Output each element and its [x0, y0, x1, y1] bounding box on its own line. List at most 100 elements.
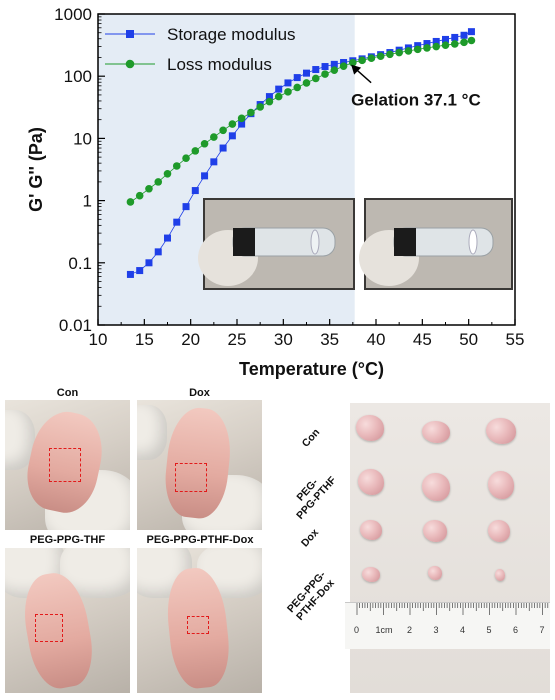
ruler-label: 6 — [513, 625, 519, 635]
data-point-storage — [164, 234, 171, 242]
data-point-storage — [191, 187, 199, 195]
data-point-storage — [284, 79, 292, 87]
x-tick-label: 40 — [367, 330, 386, 349]
data-point-loss — [228, 120, 237, 128]
data-point-storage — [228, 132, 236, 140]
data-point-loss — [172, 162, 181, 170]
data-point-storage — [219, 144, 227, 152]
ruler-label: 2 — [407, 625, 413, 635]
data-point-storage — [275, 85, 283, 93]
mouse-label-con: Con — [56, 387, 79, 399]
vial-meniscus — [468, 229, 478, 255]
data-point-loss — [256, 103, 264, 111]
ruler-label: 4 — [460, 625, 466, 635]
tumor — [495, 569, 505, 581]
data-point-loss — [265, 97, 274, 106]
data-point-storage — [303, 69, 310, 77]
tumor — [488, 520, 510, 542]
tumor-row-label-con: Con — [299, 426, 323, 450]
y-tick-label: 0.1 — [68, 254, 92, 273]
ruler-label: 3 — [433, 625, 439, 635]
ruler: 0 1cm 2 3 4 5 6 7 — [345, 602, 550, 649]
legend-storage-modulus: Storage modulus — [167, 25, 296, 44]
rheology-chart: 10 15 20 25 30 35 40 45 50 55 0.01 0.1 1 10 100 1000 Tem… — [26, 5, 525, 379]
ruler-label: 7 — [539, 625, 545, 635]
data-point-storage — [321, 63, 329, 71]
data-point-loss — [154, 178, 163, 186]
data-point-loss — [182, 154, 190, 163]
tumor — [422, 421, 450, 443]
tumor — [356, 415, 384, 441]
tumor-row-label-peg-ppg-pthf: PEG- PPG-PTHF — [294, 474, 339, 522]
mouse-photo-peg-ppg-pthf-dox — [137, 548, 262, 693]
x-tick-label: 55 — [506, 330, 525, 349]
data-point-storage — [330, 60, 338, 68]
gelation-arrowhead — [351, 64, 362, 75]
data-point-loss — [432, 42, 441, 51]
tumor — [358, 469, 384, 495]
tumor — [486, 418, 516, 444]
data-point-storage — [136, 267, 144, 275]
y-tick-label: 100 — [64, 67, 92, 86]
y-tick-label: 1000 — [54, 5, 92, 24]
ruler-label: 0 — [354, 625, 360, 635]
data-point-loss — [163, 169, 172, 178]
data-point-loss — [339, 62, 348, 70]
data-point-loss — [376, 52, 385, 60]
data-point-loss — [200, 139, 209, 148]
x-axis-label: Temperature (°C) — [239, 359, 384, 379]
tumor-row-label-peg-ppg-pthf-dox: PEG-PPG- PTHF-Dox — [284, 568, 337, 623]
data-point-storage — [201, 172, 209, 180]
data-point-loss — [311, 74, 320, 83]
y-tick-label: 1 — [83, 192, 92, 211]
tumor — [362, 567, 380, 582]
tumor — [423, 520, 447, 542]
tumor — [428, 566, 442, 580]
x-tick-label: 15 — [135, 330, 154, 349]
data-point-storage — [460, 31, 468, 39]
data-point-storage — [182, 203, 190, 211]
data-point-storage — [442, 35, 449, 43]
x-tick-label: 50 — [459, 330, 478, 349]
ruler-ticks — [356, 603, 549, 615]
data-point-loss — [126, 198, 135, 206]
data-point-storage — [210, 158, 218, 166]
x-tick-label: 20 — [181, 330, 200, 349]
data-point-loss — [358, 56, 366, 65]
data-point-loss — [330, 66, 339, 74]
data-point-loss — [210, 133, 218, 141]
y-tick-label: 10 — [73, 129, 92, 148]
data-point-loss — [395, 48, 403, 57]
data-point-storage — [154, 248, 162, 256]
mouse-photo-con — [5, 400, 130, 530]
data-point-loss — [460, 38, 468, 47]
mouse-photo-peg-ppg-thf — [5, 548, 130, 693]
data-point-loss — [237, 114, 246, 123]
data-point-loss — [274, 92, 283, 101]
legend-marker — [125, 59, 135, 69]
data-point-storage — [265, 93, 273, 101]
data-point-storage — [145, 259, 153, 267]
data-point-loss — [321, 70, 329, 78]
data-point-loss — [145, 184, 153, 193]
data-point-storage — [423, 40, 431, 48]
x-tick-label: 10 — [89, 330, 108, 349]
x-tick-label: 30 — [274, 330, 293, 349]
data-point-storage — [293, 74, 301, 82]
data-point-loss — [386, 50, 394, 59]
tumor-region-box — [35, 614, 63, 642]
tumor-region-box — [187, 616, 209, 634]
legend-loss-modulus: Loss modulus — [167, 55, 272, 74]
data-point-loss — [247, 108, 255, 117]
legend-marker — [126, 30, 134, 38]
x-tick-label: 35 — [320, 330, 339, 349]
data-point-storage — [173, 218, 181, 226]
data-point-loss — [450, 40, 459, 48]
vial-meniscus — [310, 229, 320, 255]
data-point-storage — [238, 120, 246, 128]
data-point-loss — [467, 36, 476, 45]
data-point-storage — [467, 28, 475, 36]
mouse-label-peg-ppg-thf: PEG-PPG-THF — [29, 534, 106, 546]
data-point-loss — [191, 147, 200, 155]
vial-cap — [233, 228, 255, 256]
